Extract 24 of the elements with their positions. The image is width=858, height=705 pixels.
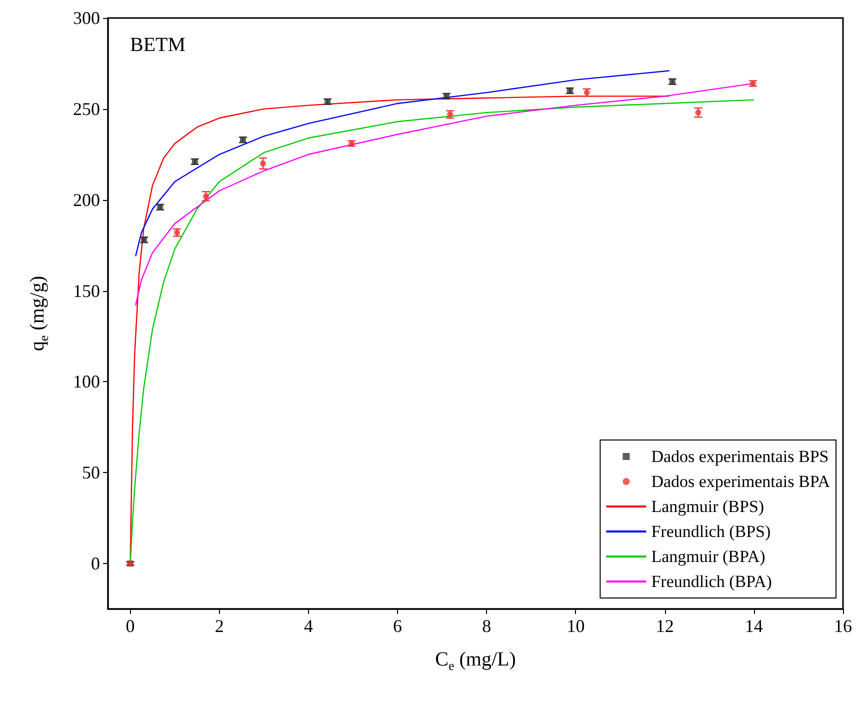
legend-label: Langmuir (BPS) bbox=[651, 497, 764, 516]
x-tick-label: 6 bbox=[393, 616, 402, 636]
x-tick-label: 12 bbox=[656, 616, 674, 636]
x-tick-label: 4 bbox=[304, 616, 313, 636]
text: BETM bbox=[130, 34, 186, 56]
legend-label: Dados experimentais BPA bbox=[651, 472, 831, 491]
y-tick-label: 200 bbox=[73, 190, 100, 210]
y-tick-label: 150 bbox=[73, 280, 100, 301]
y-tick-label: 100 bbox=[73, 372, 100, 392]
x-tick-label: 0 bbox=[126, 616, 135, 636]
y-tick-label: 50 bbox=[82, 462, 100, 483]
legend-label: Dados experimentais BPS bbox=[651, 447, 829, 466]
legend-label: Freundlich (BPS) bbox=[651, 522, 771, 541]
y-axis-title: qe (mg/g) bbox=[26, 276, 51, 352]
y-tick-label: 0 bbox=[91, 554, 100, 574]
legend-label: Freundlich (BPA) bbox=[651, 572, 772, 591]
x-tick-label: 2 bbox=[214, 616, 224, 636]
x-tick-label: 14 bbox=[744, 616, 763, 636]
y-tick-label: 250 bbox=[73, 98, 100, 119]
x-tick-label: 16 bbox=[834, 616, 852, 636]
legend-label: Langmuir (BPA) bbox=[651, 547, 766, 566]
x-tick-label: 10 bbox=[566, 616, 585, 636]
y-tick-label: 300 bbox=[73, 8, 100, 28]
x-tick-label: 8 bbox=[482, 616, 492, 636]
